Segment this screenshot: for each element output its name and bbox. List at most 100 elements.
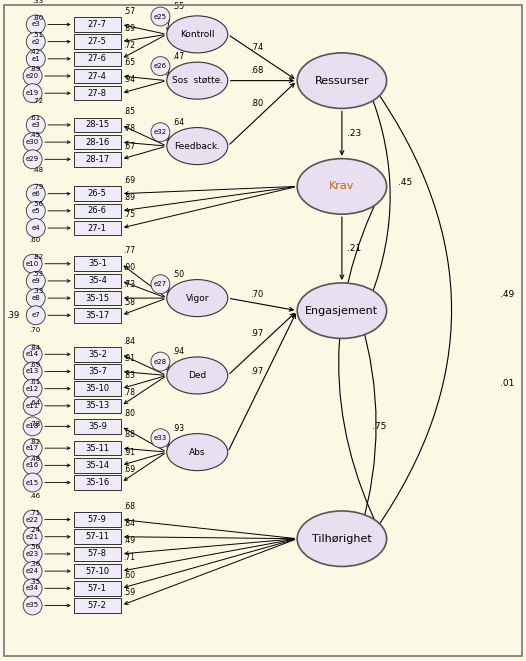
FancyBboxPatch shape [74,581,121,596]
Ellipse shape [151,123,170,141]
Text: 57-11: 57-11 [85,532,109,541]
Text: .33: .33 [32,288,43,294]
Text: .48: .48 [29,455,40,461]
Text: .84: .84 [124,519,136,528]
Text: e34: e34 [26,585,39,592]
Text: .84: .84 [124,336,136,346]
Ellipse shape [151,429,170,447]
Text: .93: .93 [173,424,185,433]
Text: .80: .80 [124,408,136,418]
Ellipse shape [167,280,228,317]
Ellipse shape [167,357,228,394]
Text: e23: e23 [26,551,39,557]
Text: e2: e2 [32,38,40,45]
Text: 35-2: 35-2 [88,350,107,359]
Text: .72: .72 [124,41,136,50]
FancyBboxPatch shape [74,458,121,473]
FancyBboxPatch shape [74,381,121,396]
Text: 35-4: 35-4 [88,276,107,286]
FancyBboxPatch shape [74,441,121,455]
Text: e9: e9 [32,278,40,284]
Ellipse shape [23,84,42,102]
Text: .48: .48 [32,167,43,173]
Text: 35-1: 35-1 [88,259,107,268]
Ellipse shape [26,202,45,220]
FancyBboxPatch shape [74,399,121,413]
Text: e7: e7 [32,312,40,319]
Ellipse shape [297,53,387,108]
Ellipse shape [167,128,228,165]
Text: .70: .70 [29,327,40,333]
Text: e29: e29 [26,156,39,163]
Ellipse shape [26,219,45,237]
Text: Krav: Krav [329,181,355,192]
Text: .84: .84 [29,344,40,350]
Text: .71: .71 [29,510,40,516]
Text: .94: .94 [124,75,136,85]
Ellipse shape [26,116,45,134]
Text: Abs: Abs [189,447,206,457]
Text: 27-1: 27-1 [88,223,107,233]
Text: 28-15: 28-15 [85,120,109,130]
Text: .50: .50 [173,270,185,279]
Text: e6: e6 [32,190,40,197]
Text: e28: e28 [154,358,167,365]
Text: .97: .97 [250,367,264,376]
FancyBboxPatch shape [74,364,121,379]
Text: 35-13: 35-13 [85,401,109,410]
FancyBboxPatch shape [74,186,121,201]
Ellipse shape [23,527,42,546]
FancyBboxPatch shape [74,34,121,49]
Text: .46: .46 [29,492,40,498]
Text: .71: .71 [124,553,136,563]
Text: .82: .82 [32,254,43,260]
Text: .89: .89 [29,66,40,72]
Text: Sos  støtte.: Sos støtte. [171,76,223,85]
Text: .89: .89 [124,24,136,33]
Text: .78: .78 [124,124,136,134]
Text: Engasjement: Engasjement [305,305,379,316]
Ellipse shape [23,417,42,436]
Text: .68: .68 [250,66,264,75]
Text: e11: e11 [26,403,39,409]
Ellipse shape [23,254,42,273]
FancyBboxPatch shape [74,512,121,527]
FancyBboxPatch shape [74,308,121,323]
Ellipse shape [167,16,228,53]
Text: .59: .59 [124,588,136,597]
Text: e15: e15 [26,479,39,486]
Text: e4: e4 [32,225,40,231]
Ellipse shape [23,456,42,475]
Text: .68: .68 [124,502,136,511]
Text: .36: .36 [29,561,40,567]
Text: .21: .21 [347,244,361,253]
FancyBboxPatch shape [74,419,121,434]
Text: e32: e32 [154,129,167,136]
Text: .88: .88 [124,430,136,440]
FancyBboxPatch shape [74,274,121,288]
Text: e3: e3 [32,122,40,128]
Text: .75: .75 [124,210,136,219]
Ellipse shape [26,272,45,290]
Text: .82: .82 [29,438,40,444]
Text: 35-14: 35-14 [85,461,109,470]
FancyBboxPatch shape [74,256,121,271]
Text: .45: .45 [29,132,40,138]
Text: 27-8: 27-8 [88,89,107,98]
Text: e18: e18 [26,423,39,430]
Text: .55: .55 [173,2,185,11]
Text: .77: .77 [124,246,136,255]
Ellipse shape [297,511,387,566]
Text: e26: e26 [154,63,167,69]
FancyBboxPatch shape [74,135,121,149]
Text: .47: .47 [173,52,185,61]
Text: e21: e21 [26,533,39,540]
Text: .58: .58 [124,297,136,307]
Text: 27-4: 27-4 [88,71,107,81]
Text: 28-17: 28-17 [85,155,109,164]
Text: .78: .78 [124,388,136,397]
Ellipse shape [23,596,42,615]
Text: e10: e10 [26,260,39,267]
FancyBboxPatch shape [74,17,121,32]
Text: .72: .72 [32,98,43,104]
